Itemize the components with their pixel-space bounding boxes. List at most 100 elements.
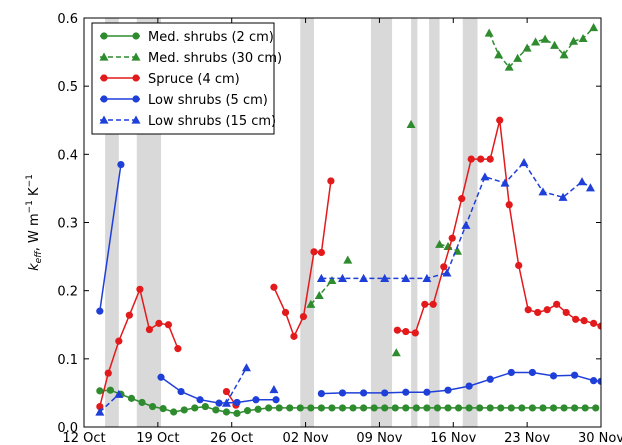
series-1 <box>306 23 599 357</box>
series-3-point-1-2 <box>196 396 204 404</box>
series-4-point-3-2 <box>359 273 369 282</box>
series-4-point-3-5 <box>422 273 432 282</box>
series-0-point-0-4 <box>138 398 146 407</box>
series-3-point-2-5 <box>423 388 431 396</box>
series-2-point-0-6 <box>155 319 163 327</box>
legend-marker-0-1 <box>132 32 140 40</box>
series-0-point-0-17 <box>275 404 283 412</box>
y-tick-label-6: 0.6 <box>57 12 78 27</box>
series-3-point-1-3 <box>215 399 223 407</box>
series-2-point-2-0 <box>270 283 278 291</box>
series-2-point-3-18 <box>562 308 570 317</box>
series-2-point-3-8 <box>467 155 475 163</box>
x-tick-label-1: 19 Oct <box>136 431 179 445</box>
series-0-point-0-9 <box>191 404 199 412</box>
legend-marker-2-0 <box>100 74 108 82</box>
series-3-point-2-2 <box>360 389 368 397</box>
series-0-point-0-18 <box>286 404 294 412</box>
series-2-point-3-21 <box>590 319 598 327</box>
series-1-point-0-2 <box>327 275 337 285</box>
series-4-line-0 <box>99 393 120 413</box>
series-0-point-0-28 <box>391 404 399 412</box>
series-1-point-5-8 <box>559 50 569 59</box>
series-0-point-0-21 <box>317 404 325 412</box>
series-3-point-2-9 <box>507 368 515 377</box>
series-1-point-5-2 <box>504 62 514 71</box>
series-2-point-3-22 <box>597 322 601 330</box>
legend-marker-3-1 <box>132 95 140 103</box>
series-0-point-0-27 <box>381 404 389 412</box>
series-1-line-5 <box>488 26 595 69</box>
series-3-point-1-6 <box>272 396 280 404</box>
series-0-point-0-40 <box>518 404 526 412</box>
series-0-point-0-5 <box>148 402 157 411</box>
series-4-point-3-10 <box>519 158 529 167</box>
shaded-period-6 <box>462 18 478 427</box>
series-3-point-2-12 <box>571 371 579 379</box>
shaded-period-2 <box>300 18 315 427</box>
series-4-point-3-11 <box>538 187 548 196</box>
series-2-point-0-7 <box>164 321 173 329</box>
series-0-point-0-32 <box>433 404 442 412</box>
series-1-point-5-6 <box>540 34 550 43</box>
series-2-point-3-1 <box>402 327 410 336</box>
x-tick-label-0: 12 Oct <box>62 431 105 445</box>
series-0-point-0-35 <box>465 404 473 412</box>
series-0-point-0-45 <box>571 404 579 412</box>
series-0-point-0-3 <box>127 394 136 402</box>
series-2-point-3-15 <box>534 308 542 317</box>
legend-label-2: Spruce (4 cm) <box>148 72 240 87</box>
series-0-point-0-19 <box>296 404 304 412</box>
series-2-point-0-4 <box>136 285 144 293</box>
series-4-point-3-7 <box>461 220 471 229</box>
legend-label-4: Low shrubs (15 cm) <box>148 114 276 129</box>
legend-label-3: Low shrubs (5 cm) <box>148 93 268 108</box>
series-2 <box>96 116 601 411</box>
series-0-point-0-25 <box>360 404 368 412</box>
series-1-point-4-1 <box>443 241 453 250</box>
series-2-point-0-1 <box>104 369 112 377</box>
series-0-point-0-29 <box>402 404 410 412</box>
series-3-point-2-11 <box>549 372 558 380</box>
series-2-line-3 <box>397 120 601 334</box>
series-4-point-3-3 <box>380 273 390 282</box>
series-4-point-2-0 <box>269 385 279 394</box>
series-3-line-0 <box>99 164 122 312</box>
series-3-point-2-7 <box>465 382 473 390</box>
series-3-point-0-1 <box>117 160 125 169</box>
series-0-point-0-44 <box>560 404 568 412</box>
y-axis-label: keff, W m−1 K−1 <box>25 174 44 271</box>
series-4-point-3-12 <box>558 192 568 201</box>
x-tick-label-2: 26 Oct <box>210 431 253 445</box>
series-0-point-0-15 <box>254 405 262 413</box>
series-1-point-5-11 <box>589 23 599 32</box>
series-4-point-3-9 <box>500 178 510 187</box>
legend: Med. shrubs (2 cm) Med. shrubs (30 cm) Spr… <box>91 22 282 135</box>
series-3-point-2-6 <box>444 386 452 394</box>
legend-marker-1-1 <box>131 52 141 61</box>
series-2-point-3-10 <box>486 155 494 163</box>
series-4-point-3-0 <box>316 273 326 282</box>
y-tick-label-2: 0.2 <box>57 285 78 300</box>
series-0-point-0-1 <box>106 386 114 394</box>
x-tick-label-6: 23 Nov <box>504 431 550 445</box>
series-2-point-0-3 <box>125 311 133 319</box>
series-4-point-1-0 <box>221 398 231 407</box>
series-1-point-5-0 <box>484 28 494 37</box>
series-0-point-0-33 <box>444 404 452 412</box>
y-tick-label-4: 0.4 <box>57 148 78 163</box>
series-3-point-1-0 <box>157 373 165 381</box>
series-2-point-1-0 <box>222 387 231 396</box>
series-0 <box>96 386 600 417</box>
series-1-point-1-0 <box>343 255 353 264</box>
series-0-point-0-26 <box>370 404 378 412</box>
series-2-point-3-7 <box>458 195 466 203</box>
series-2-point-2-6 <box>327 177 335 185</box>
series-2-point-3-13 <box>515 261 523 270</box>
series-4-point-3-1 <box>338 273 347 282</box>
series-4-point-1-1 <box>241 363 251 372</box>
series-2-point-3-19 <box>572 315 580 323</box>
series-0-point-0-39 <box>507 404 515 412</box>
y-tick-label-3: 0.3 <box>57 217 78 232</box>
series-layer <box>95 23 601 417</box>
